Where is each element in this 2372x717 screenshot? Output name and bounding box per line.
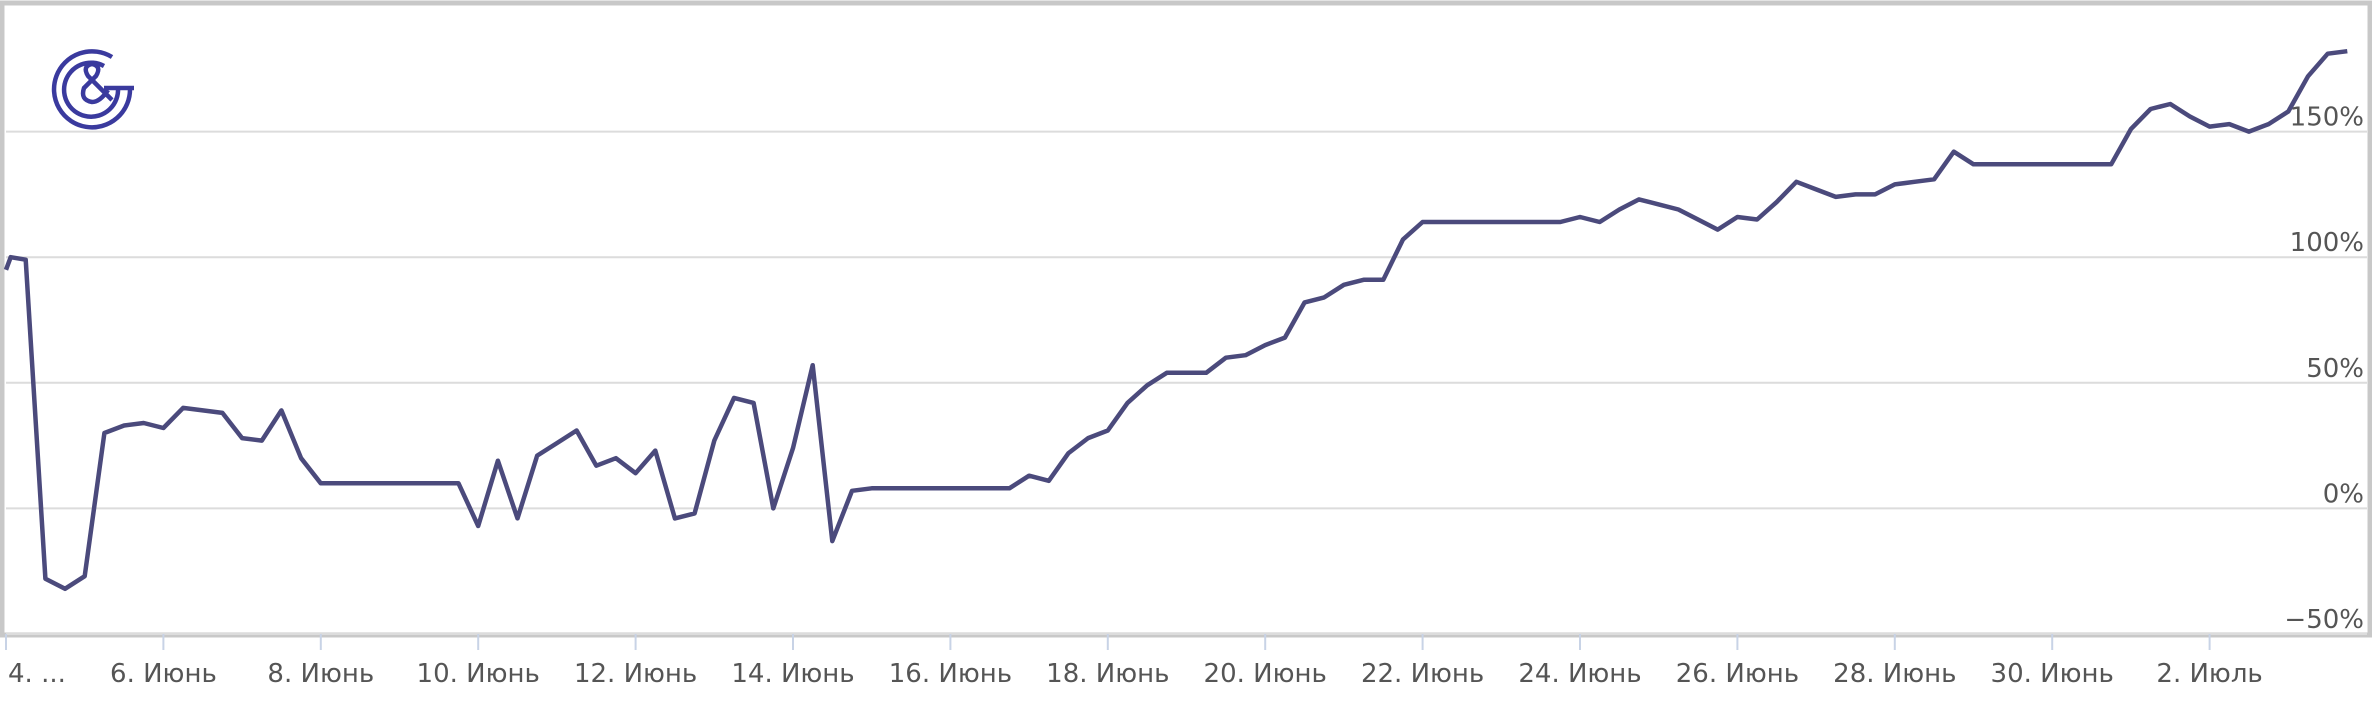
logo-outer-arc — [51, 49, 133, 130]
logo-inner-arc — [61, 60, 121, 119]
x-tick-label: 18. Июнь — [1046, 659, 1169, 689]
y-tick-label: 150% — [2290, 103, 2364, 133]
y-tick-label: −50% — [2284, 605, 2364, 635]
x-tick-label: 14. Июнь — [731, 659, 854, 689]
x-tick-label: 20. Июнь — [1204, 659, 1327, 689]
x-tick-label: 6. Июнь — [110, 659, 217, 689]
logo-ampersand — [80, 61, 114, 105]
y-tick-label: 50% — [2306, 354, 2364, 384]
y-tick-label: 0% — [2323, 479, 2364, 509]
y-tick-label: 100% — [2290, 228, 2364, 258]
x-tick-label: 24. Июнь — [1518, 659, 1641, 689]
data-line — [3, 48, 2348, 592]
x-tick-label: 4. ... — [8, 659, 66, 689]
x-tick-label: 2. Июль — [2156, 659, 2262, 689]
x-tick-label: 8. Июнь — [267, 659, 374, 689]
x-tick-label: 16. Июнь — [889, 659, 1012, 689]
x-tick-label: 28. Июнь — [1833, 659, 1956, 689]
x-tick-label: 30. Июнь — [1991, 659, 2114, 689]
x-tick-label: 26. Июнь — [1676, 659, 1799, 689]
x-tick-label: 22. Июнь — [1361, 659, 1484, 689]
x-tick-label: 10. Июнь — [417, 659, 540, 689]
x-tick-label: 12. Июнь — [574, 659, 697, 689]
logo — [51, 49, 134, 130]
frame — [0, 0, 2372, 638]
